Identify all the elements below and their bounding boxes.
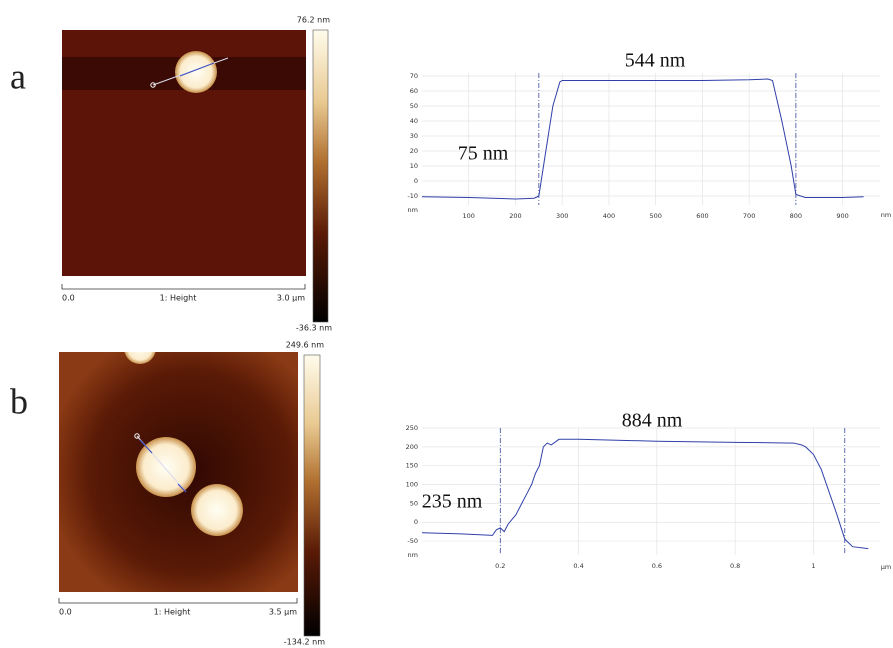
annotation: 235 nm xyxy=(422,491,483,513)
x-tick-label: 0.4 xyxy=(573,562,583,570)
colorbar-max: 76.2 nm xyxy=(297,16,330,25)
x-tick-label: 0.2 xyxy=(495,562,505,570)
y-tick-label: 70 xyxy=(410,72,418,80)
x-tick-label: 0.8 xyxy=(730,562,740,570)
afm-image xyxy=(62,30,306,276)
y-tick-label: 100 xyxy=(406,481,418,489)
x-unit: nm xyxy=(881,211,891,219)
y-tick-label: 0 xyxy=(414,177,418,185)
x-tick-label: 100 xyxy=(463,212,475,220)
y-tick-label: 10 xyxy=(410,162,418,170)
annotation: 75 nm xyxy=(458,143,509,165)
x-tick-label: 0.6 xyxy=(652,562,662,570)
x-tick-label: 1 xyxy=(811,562,815,570)
y-tick-label: 20 xyxy=(410,147,418,155)
scale-end: 3.5 µm xyxy=(269,608,297,617)
y-tick-label: -10 xyxy=(407,192,418,200)
annotation: 544 nm xyxy=(625,50,686,72)
colorbar-max: 249.6 nm xyxy=(286,341,325,350)
y-unit: nm xyxy=(408,206,418,214)
y-tick-label: 200 xyxy=(406,443,418,451)
channel-label: 1: Height xyxy=(160,294,197,303)
x-tick-label: 600 xyxy=(696,212,708,220)
y-tick-label: 0 xyxy=(414,518,418,526)
x-tick-label: 800 xyxy=(790,212,802,220)
y-tick-label: 50 xyxy=(410,499,418,507)
y-tick-label: 50 xyxy=(410,102,418,110)
afm-image xyxy=(59,332,298,592)
panel-label: a xyxy=(10,56,26,96)
scale-end: 3.0 µm xyxy=(277,294,305,303)
scale-bar xyxy=(62,284,305,289)
panel-label: b xyxy=(10,381,28,421)
colorbar-min: -134.2 nm xyxy=(284,638,325,647)
y-tick-label: 150 xyxy=(406,462,418,470)
channel-label: 1: Height xyxy=(154,608,191,617)
colorbar-min: -36.3 nm xyxy=(296,324,332,333)
y-unit: nm xyxy=(408,551,418,559)
y-tick-label: 30 xyxy=(410,132,418,140)
x-unit: µm xyxy=(881,563,891,571)
x-tick-label: 400 xyxy=(603,212,615,220)
annotation: 884 nm xyxy=(622,410,683,432)
colorbar xyxy=(313,30,328,322)
scale-bar xyxy=(59,598,297,603)
scale-start: 0.0 xyxy=(59,608,72,617)
x-tick-label: 300 xyxy=(556,212,568,220)
x-tick-label: 200 xyxy=(509,212,521,220)
y-tick-label: 250 xyxy=(406,424,418,432)
colorbar xyxy=(304,355,320,636)
x-tick-label: 700 xyxy=(743,212,755,220)
y-tick-label: 40 xyxy=(410,117,418,125)
x-tick-label: 900 xyxy=(836,212,848,220)
x-tick-label: 500 xyxy=(649,212,661,220)
y-tick-label: 60 xyxy=(410,87,418,95)
scale-start: 0.0 xyxy=(62,294,75,303)
profile-line xyxy=(422,439,868,548)
y-tick-label: -50 xyxy=(407,537,418,545)
figure: a 76.2 nm -36.3 nm 0.0 1: Height 3.0 µm … xyxy=(0,0,893,648)
